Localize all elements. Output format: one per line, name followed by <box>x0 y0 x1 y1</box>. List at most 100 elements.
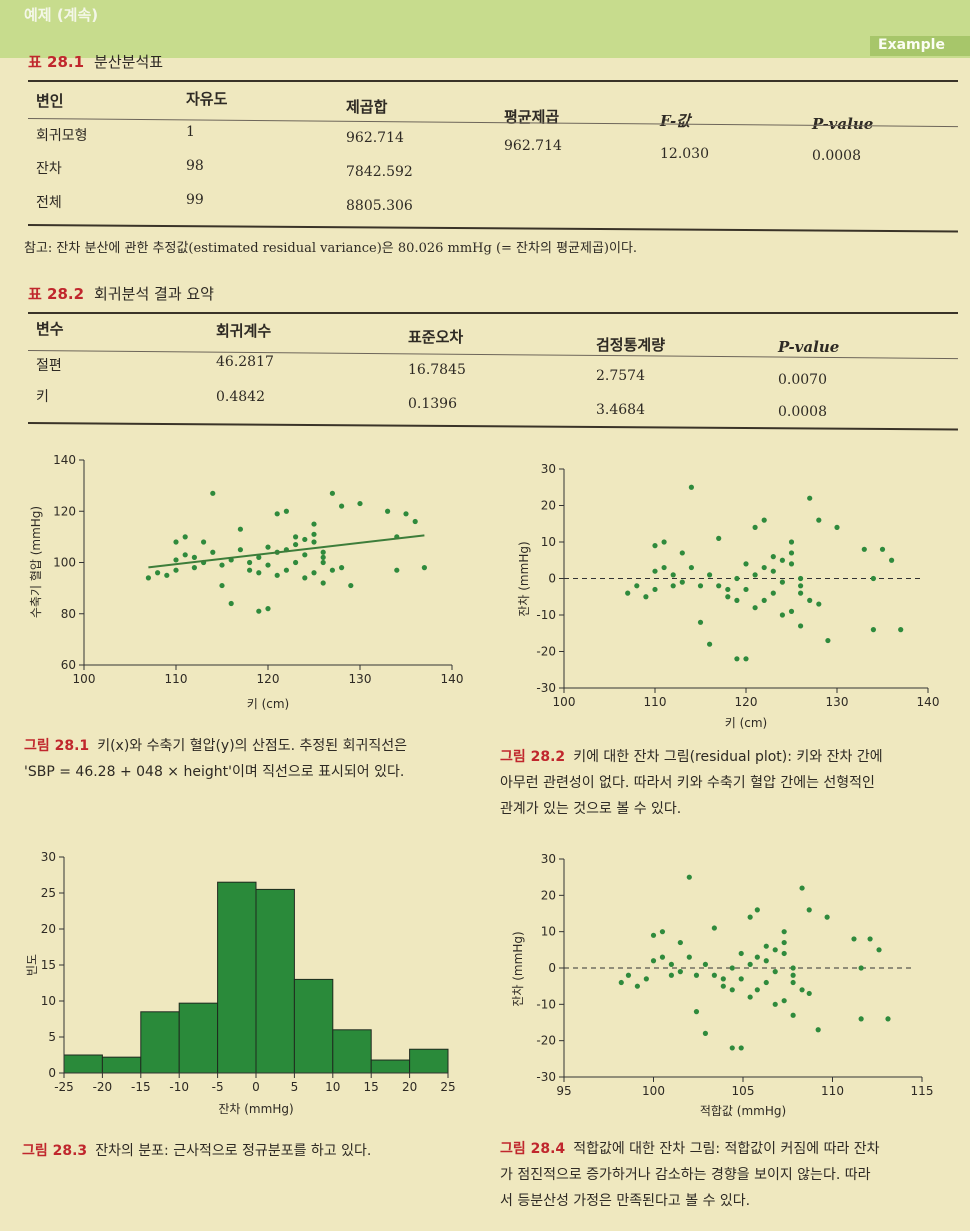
y-tick-label: -10 <box>536 608 556 622</box>
data-point <box>265 562 271 568</box>
example-header-band: 예제 (계속) Example <box>0 0 970 58</box>
data-point <box>670 572 676 578</box>
table1-r3-source: 전체 <box>36 195 62 211</box>
data-point <box>781 939 787 946</box>
data-point <box>659 929 666 935</box>
table1-r1-df: 1 <box>186 124 195 140</box>
table1-caption: 표 28.1 분산분석표 <box>28 51 163 72</box>
data-point <box>679 550 685 556</box>
data-point <box>679 579 685 585</box>
table2-r2-variable: 키 <box>36 389 49 405</box>
data-point <box>743 561 749 567</box>
histogram-bar <box>409 1048 449 1074</box>
data-point <box>329 567 335 573</box>
data-point <box>265 606 271 612</box>
data-point <box>173 539 179 545</box>
data-point <box>725 594 731 600</box>
data-point <box>790 972 796 978</box>
table1-r1-ss: 962.714 <box>346 130 404 146</box>
data-point <box>274 572 280 578</box>
data-point <box>747 961 753 967</box>
table1-r1-p: 0.0008 <box>812 148 861 164</box>
data-point <box>650 958 657 964</box>
fig1-line1: 키(x)와 수축기 혈압(y)의 산점도. 추정된 회귀직선은 <box>97 738 408 754</box>
table2-header-se: 표준오차 <box>408 328 464 346</box>
x-tick-label: 110 <box>165 672 188 686</box>
data-point <box>219 582 225 589</box>
table1-top-rule <box>28 80 958 82</box>
table1-r2-source: 잔차 <box>36 161 62 177</box>
y-tick-label: 10 <box>541 925 556 939</box>
fig4-line2: 가 점진적으로 증가하거나 감소하는 경향을 보이지 않는다. 따라 <box>500 1167 871 1183</box>
data-point <box>707 572 713 578</box>
y-tick-label: 60 <box>61 658 76 672</box>
data-point <box>191 554 197 560</box>
x-tick-label: -15 <box>131 1080 151 1094</box>
table2-r1-p: 0.0070 <box>778 372 827 388</box>
data-point <box>686 954 692 960</box>
table2-r2-coef: 0.4842 <box>216 389 265 405</box>
data-point <box>738 950 744 957</box>
data-point <box>798 583 804 589</box>
data-point <box>164 572 170 578</box>
histogram-bar <box>101 1056 142 1074</box>
data-point <box>867 936 873 942</box>
x-axis-label: 적합값 (mmHg) <box>700 1104 786 1118</box>
data-point <box>293 541 299 548</box>
y-tick-label: -10 <box>536 997 556 1011</box>
data-point <box>858 1016 864 1022</box>
data-point <box>693 972 700 978</box>
data-point <box>799 987 805 993</box>
data-point <box>182 552 188 558</box>
y-tick-label: 140 <box>53 453 76 467</box>
x-tick-label: 140 <box>917 695 940 709</box>
chart-residual-vs-fitted: -30 -20 -10 0 10 20 30 95 100 105 110 115 적합값 (mmHg)… <box>511 852 933 1118</box>
y-tick-label: 25 <box>41 886 56 900</box>
data-point <box>311 539 317 545</box>
table2-bottom-rule <box>27 422 958 431</box>
data-point <box>779 579 785 585</box>
data-point <box>754 987 760 993</box>
table1-label: 표 28.1 <box>28 53 85 71</box>
data-point <box>743 656 749 662</box>
data-point <box>670 583 676 589</box>
data-point <box>788 539 795 545</box>
data-point <box>729 1045 735 1051</box>
y-axis-label: 잔차 (mmHg) <box>511 931 525 1006</box>
table2-header-variable: 변수 <box>36 320 64 338</box>
data-point <box>747 994 753 1000</box>
data-point <box>652 586 658 593</box>
x-tick-label: 100 <box>73 672 96 686</box>
data-point <box>256 570 262 576</box>
x-axis-label: 키 (cm) <box>247 697 290 711</box>
histogram-bar <box>370 1059 411 1074</box>
table2-header-coef: 회귀계수 <box>216 322 272 340</box>
data-point <box>734 656 740 662</box>
example-badge: Example <box>870 36 970 56</box>
data-point <box>237 526 243 532</box>
data-point <box>686 874 692 880</box>
data-point <box>618 979 624 986</box>
histogram-bar <box>217 881 257 1074</box>
data-point <box>716 583 722 589</box>
data-point <box>412 518 418 525</box>
data-point <box>394 567 400 573</box>
y-tick-label: 30 <box>541 852 556 866</box>
histogram-bar <box>178 1002 219 1074</box>
regression-line <box>148 534 425 569</box>
data-point <box>734 597 740 603</box>
data-point <box>806 907 812 913</box>
data-point <box>320 549 326 555</box>
y-tick-label: -20 <box>536 1034 556 1048</box>
data-point <box>816 601 822 607</box>
x-tick-label: 105 <box>732 1084 755 1098</box>
data-point <box>815 1027 821 1033</box>
y-tick-label: 30 <box>541 462 556 476</box>
data-point <box>182 534 188 540</box>
x-tick-label: 110 <box>821 1084 844 1098</box>
x-axis-label: 키 (cm) <box>725 716 768 730</box>
x-tick-label: 25 <box>440 1080 455 1094</box>
fig3-line1: 잔차의 분포: 근사적으로 정규분포를 하고 있다. <box>95 1143 372 1159</box>
table2-caption: 표 28.2 회귀분석 결과 요약 <box>28 283 214 304</box>
data-point <box>851 936 857 942</box>
